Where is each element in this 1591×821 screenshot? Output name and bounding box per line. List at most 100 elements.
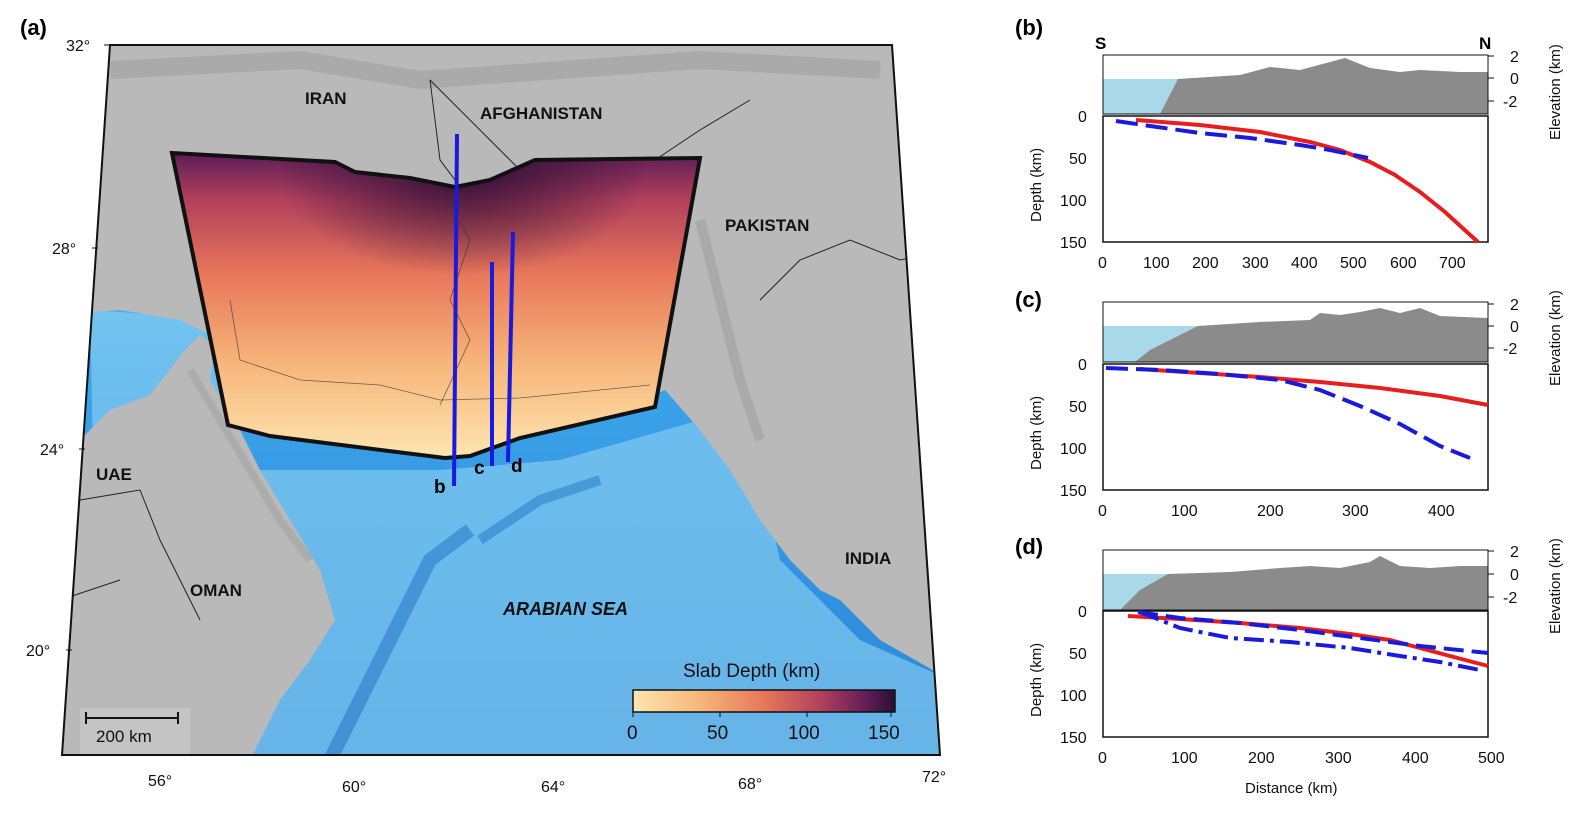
colorbar-tick-150: 150 [868, 723, 900, 744]
profile-panel-d: (d) 2 0 -2 Elevation (km) 0 50 100 150 D… [1015, 534, 1564, 797]
panel-d-label: (d) [1015, 534, 1043, 559]
dist-tick-d-300: 300 [1325, 750, 1352, 767]
topography-b [1103, 58, 1488, 114]
dist-tick-b-100: 100 [1143, 255, 1170, 272]
depth-label-d: Depth (km) [1028, 643, 1045, 717]
lon-tick-68: 68° [738, 776, 762, 793]
panel-b-label: (b) [1015, 15, 1043, 40]
map-frame [60, 44, 942, 756]
depth-tick-d-50: 50 [1069, 646, 1087, 663]
lon-tick-72: 72° [922, 769, 946, 786]
dist-tick-b-0: 0 [1098, 255, 1107, 272]
elevation-frame-c [1102, 301, 1489, 363]
elevation-frame-d [1102, 549, 1489, 611]
dist-tick-b-700: 700 [1439, 255, 1466, 272]
murray-ridge [477, 475, 602, 545]
model-curve-c [1105, 366, 1471, 460]
india-coast [760, 490, 940, 680]
elev-tick-d-0: 0 [1510, 567, 1519, 584]
dist-tick-b-300: 300 [1242, 255, 1269, 272]
lon-tick-64: 64° [541, 779, 565, 796]
lat-tick-28: 28° [52, 241, 76, 258]
arabian-peninsula [62, 335, 335, 755]
depth-tick-c-150: 150 [1060, 483, 1087, 500]
colorbar-gradient [632, 689, 896, 713]
elevation-label-c: Elevation (km) [1547, 290, 1564, 386]
slab-outline [169, 150, 703, 461]
colorbar-title: Slab Depth (km) [683, 661, 820, 682]
depth-tick-d-150: 150 [1060, 730, 1087, 747]
label-arabian-sea: ARABIAN SEA [502, 599, 628, 619]
profile-panel-b: (b) S N 2 0 -2 Elevation (km) 0 50 100 1… [1015, 15, 1564, 272]
lon-tick-60: 60° [342, 779, 366, 796]
label-uae: UAE [96, 465, 132, 484]
topography-d [1103, 556, 1488, 610]
map-panel: (a) [20, 15, 946, 796]
elev-tick-b-2: 2 [1510, 49, 1519, 66]
lat-tick-20: 20° [26, 643, 50, 660]
longitude-ticks: 56° 60° 64° 68° 72° [148, 769, 946, 796]
depth-tick-b-0: 0 [1078, 109, 1087, 126]
label-iran: IRAN [305, 89, 347, 108]
elevation-label-d: Elevation (km) [1547, 538, 1564, 634]
dist-tick-d-200: 200 [1248, 750, 1275, 767]
dist-tick-b-400: 400 [1291, 255, 1318, 272]
dist-tick-c-400: 400 [1428, 503, 1455, 520]
dist-tick-d-0: 0 [1098, 750, 1107, 767]
kirthar-range [695, 218, 765, 442]
model-curve-d-dashed [1137, 610, 1489, 655]
terrain-shading [109, 50, 881, 90]
owen-ridge [323, 524, 475, 755]
scale-bar: 200 km [80, 708, 190, 754]
dist-tick-b-600: 600 [1390, 255, 1417, 272]
profile-label-d: d [511, 456, 523, 477]
dist-tick-d-500: 500 [1478, 750, 1505, 767]
colorbar-tick-0: 0 [627, 723, 638, 744]
depth-tick-c-50: 50 [1069, 399, 1087, 416]
depth-tick-b-150: 150 [1060, 235, 1087, 252]
slab-curve-b [1135, 118, 1480, 244]
dist-tick-d-400: 400 [1402, 750, 1429, 767]
uae-oman-border [79, 489, 201, 621]
colorbar-tick-100: 100 [788, 723, 820, 744]
elev-tick-d-2: 2 [1510, 544, 1519, 561]
label-afghanistan: AFGHANISTAN [480, 104, 602, 123]
profile-label-b: b [434, 477, 446, 498]
slab-deep-shade [172, 153, 700, 458]
depth-frame-b [1102, 115, 1489, 243]
model-curve-d-dashdot [1139, 610, 1481, 672]
elev-tick-d-m2: -2 [1503, 590, 1517, 607]
depth-tick-b-100: 100 [1060, 193, 1087, 210]
lat-tick-24: 24° [40, 442, 64, 459]
profile-panel-c: (c) 2 0 -2 Elevation (km) 0 50 100 150 D… [1015, 287, 1564, 520]
depth-tick-c-100: 100 [1060, 441, 1087, 458]
coastline-overlay [229, 299, 651, 401]
elevation-label-b: Elevation (km) [1547, 44, 1564, 140]
dist-tick-c-200: 200 [1257, 503, 1284, 520]
topography-c [1103, 308, 1488, 362]
depth-label-b: Depth (km) [1028, 148, 1045, 222]
compass-north: N [1479, 34, 1491, 53]
depth-frame-d [1102, 610, 1489, 738]
lon-tick-56: 56° [148, 773, 172, 790]
dist-tick-d-100: 100 [1171, 750, 1198, 767]
depth-tick-c-0: 0 [1078, 357, 1087, 374]
dist-tick-c-100: 100 [1171, 503, 1198, 520]
depth-tick-b-50: 50 [1069, 151, 1087, 168]
panel-a-label: (a) [20, 15, 47, 40]
dist-tick-b-500: 500 [1340, 255, 1367, 272]
profile-label-c: c [474, 458, 485, 479]
depth-tick-d-0: 0 [1078, 604, 1087, 621]
elev-tick-c-0: 0 [1510, 319, 1519, 336]
profile-line-d [506, 231, 515, 463]
scale-bar-label: 200 km [96, 727, 152, 746]
elev-tick-b-0: 0 [1510, 71, 1519, 88]
label-pakistan: PAKISTAN [725, 216, 809, 235]
slab-depth-overlay [169, 150, 703, 461]
elevation-frame-b [1102, 54, 1489, 115]
elev-tick-c-2: 2 [1510, 297, 1519, 314]
model-curve-b [1115, 119, 1369, 160]
label-india: INDIA [845, 549, 891, 568]
dist-tick-c-0: 0 [1098, 503, 1107, 520]
